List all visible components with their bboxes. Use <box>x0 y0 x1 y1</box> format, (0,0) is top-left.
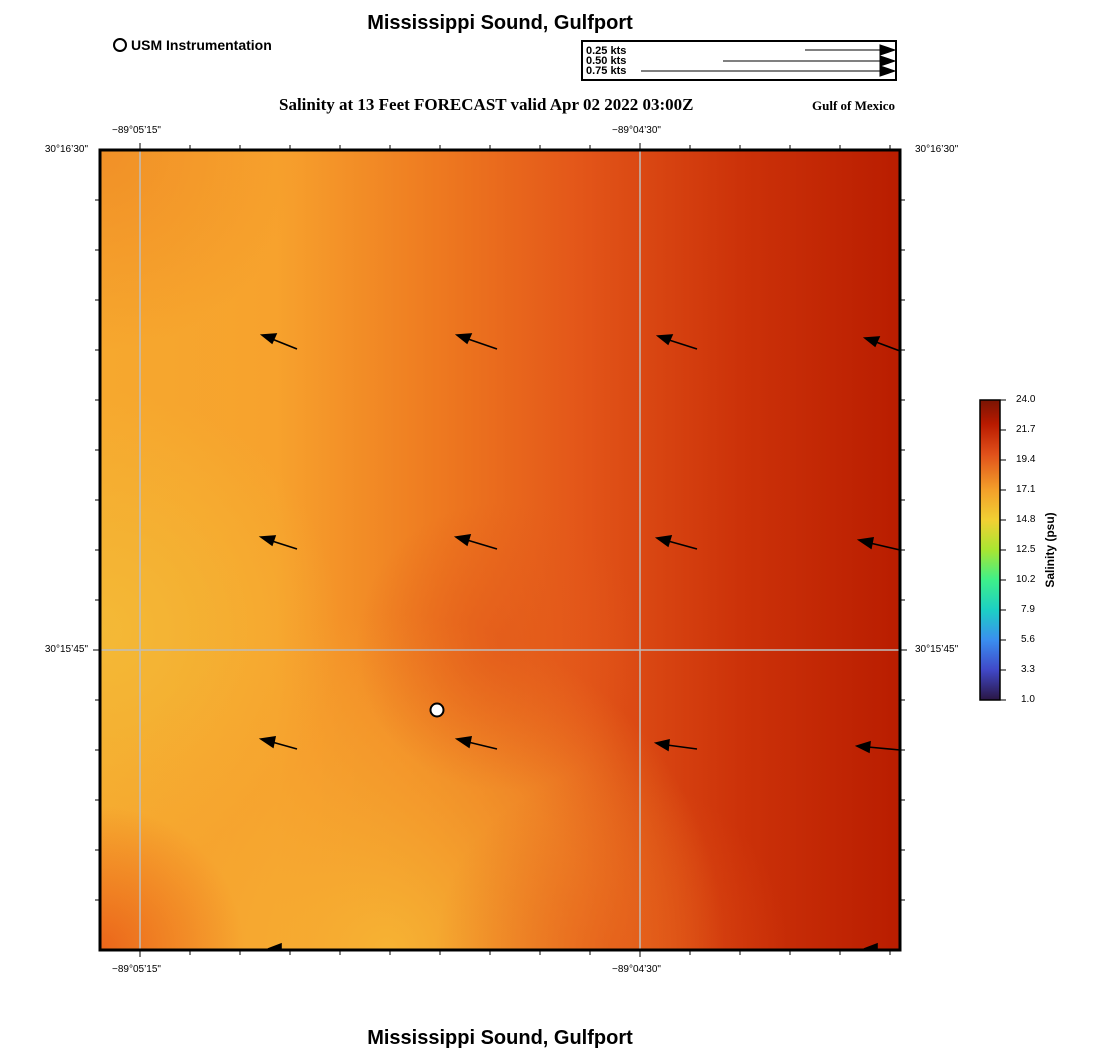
current-vectors <box>258 333 901 950</box>
current-vector <box>869 542 901 551</box>
current-vector-head <box>454 736 473 749</box>
graticule <box>100 150 900 950</box>
current-vector-head <box>653 738 670 752</box>
current-vector <box>271 741 298 750</box>
current-vector-head <box>654 535 673 548</box>
colorbar-tick-label: 1.0 <box>1021 694 1035 705</box>
current-vector-head <box>655 334 674 346</box>
current-vector <box>271 338 298 350</box>
current-vector-head <box>267 942 282 950</box>
colorbar <box>979 399 1006 701</box>
vector-scale-box: 0.25 kts 0.50 kts 0.75 kts <box>581 40 897 81</box>
lat-tick-label: 30°15’45" <box>915 644 959 655</box>
vector-scale-label: 0.50 kts <box>586 55 627 67</box>
current-vector <box>667 540 698 550</box>
lon-tick-label: −89°05’15" <box>112 964 161 975</box>
colorbar-tick-label: 14.8 <box>1016 514 1036 525</box>
lon-tick-label: −89°05’15" <box>112 125 161 136</box>
colorbar-tick-label: 7.9 <box>1021 604 1035 615</box>
current-vector-head <box>854 740 871 754</box>
current-vector <box>668 339 698 350</box>
vector-scale-arrowhead <box>879 65 895 77</box>
current-vector-head <box>862 336 881 348</box>
footer-title: Mississippi Sound, Gulfport <box>367 1027 633 1049</box>
current-vector <box>875 341 901 352</box>
lon-tick-label: −89°04’30" <box>612 964 661 975</box>
lat-tick-label: 30°16’30" <box>44 144 88 155</box>
colorbar-ramp <box>979 399 1001 701</box>
map-subtitle: Salinity at 13 Feet FORECAST valid Apr 0… <box>279 95 694 114</box>
current-vector-head <box>259 333 278 345</box>
colorbar-tick-label: 3.3 <box>1021 664 1035 675</box>
vector-scale-label: 0.25 kts <box>586 45 627 57</box>
current-vector <box>271 540 298 550</box>
map-title: Mississippi Sound, Gulfport <box>367 12 633 34</box>
current-vector-head <box>863 942 878 950</box>
lon-tick-label: −89°04’30" <box>612 125 661 136</box>
current-vector-head <box>453 534 472 547</box>
current-vector <box>467 741 498 750</box>
colorbar-ticks <box>1000 399 1006 701</box>
current-vector-head <box>258 736 277 749</box>
station-marker-icon <box>113 38 127 52</box>
colorbar-tick-label: 10.2 <box>1016 574 1036 585</box>
current-vector <box>466 539 498 550</box>
salinity-field <box>100 150 900 950</box>
frame-ticks <box>93 143 907 957</box>
colorbar-tick-label: 19.4 <box>1016 454 1036 465</box>
current-vector <box>666 744 698 750</box>
vector-scale-arrowhead <box>879 55 895 67</box>
region-label: Gulf of Mexico <box>812 98 896 113</box>
usm-station-marker <box>429 702 445 718</box>
vector-scale-arrows <box>641 44 895 77</box>
current-vector-head <box>454 333 473 345</box>
station-legend-label: USM Instrumentation <box>131 37 272 53</box>
vector-scale-arrowhead <box>879 44 895 56</box>
current-vector-head <box>856 537 875 550</box>
current-vector <box>867 746 901 751</box>
colorbar-tick-label: 24.0 <box>1016 394 1036 405</box>
colorbar-tick-label: 12.5 <box>1016 544 1036 555</box>
colorbar-tick-label: 21.7 <box>1016 424 1036 435</box>
lat-tick-label: 30°16’30" <box>915 144 959 155</box>
colorbar-tick-label: 5.6 <box>1021 634 1035 645</box>
colorbar-tick-label: 17.1 <box>1016 484 1036 495</box>
current-vector-head <box>258 535 277 547</box>
lat-tick-label: 30°15’45" <box>44 644 88 655</box>
vector-scale-label: 0.75 kts <box>586 65 627 77</box>
station-legend: USM Instrumentation <box>113 37 272 53</box>
colorbar-title: Salinity (psu) <box>1043 512 1057 588</box>
current-vector <box>467 338 498 350</box>
